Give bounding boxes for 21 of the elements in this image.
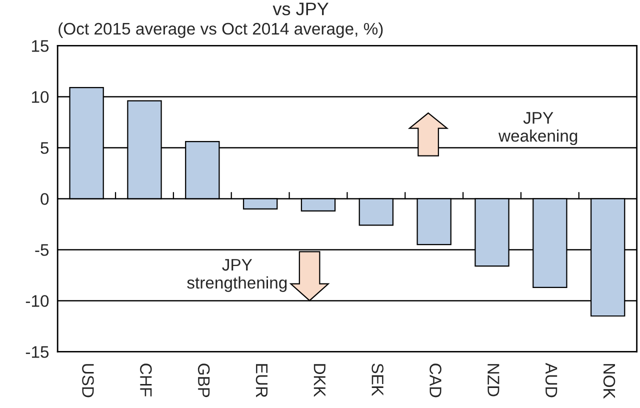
x-tick-label: NZD [488,364,500,396]
x-tick-label: EUR [256,364,268,398]
x-tick-label: SEK [372,364,384,396]
annotation: JPY weakening [498,112,578,146]
x-tick-label: CHF [140,364,152,396]
x-tick-label: NOK [603,364,616,399]
x-tick-label: AUD [545,362,558,398]
y-tick-label: 5 [40,142,49,154]
y-tick-label: -10 [26,295,49,307]
x-tick-label: USD [82,364,94,398]
chart-subtitle: (Oct 2015 average vs Oct 2014 average, %) [58,22,383,38]
x-tick-label: CAD [430,364,442,398]
y-tick-label: 10 [32,91,49,103]
y-tick-label: 15 [32,40,49,52]
x-tick-label: DKK [314,364,326,397]
chart-title: vs JPY [272,2,328,16]
y-tick-label: -5 [35,244,49,256]
x-tick-label: GBP [198,364,210,398]
y-tick-label: -15 [26,346,49,358]
annotation: JPY strengthening [187,259,287,292]
y-tick-label: 0 [40,193,49,205]
